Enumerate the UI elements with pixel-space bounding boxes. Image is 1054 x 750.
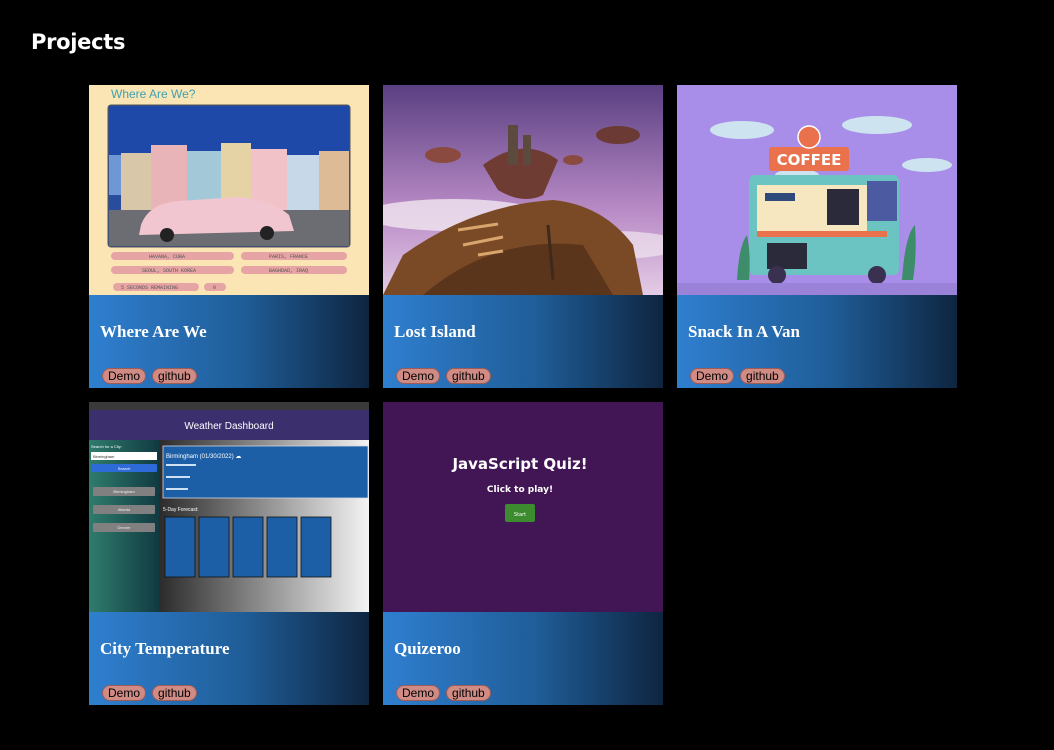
project-title: Snack In A Van bbox=[688, 322, 800, 341]
answer-option: SEOUL, SOUTH KOREA bbox=[142, 268, 196, 274]
github-button[interactable]: github bbox=[152, 685, 197, 701]
project-links: Demo github bbox=[690, 368, 785, 384]
quiz-subtitle: Click to play! bbox=[487, 485, 553, 495]
current-weather-heading: Birmingham (01/30/2022) ☁ bbox=[166, 454, 241, 460]
github-button[interactable]: github bbox=[152, 368, 197, 384]
projects-heading: Projects bbox=[31, 30, 126, 54]
project-links: Demo github bbox=[396, 368, 491, 384]
github-button[interactable]: github bbox=[446, 685, 491, 701]
project-links: Demo github bbox=[102, 368, 197, 384]
search-button: Search bbox=[118, 466, 131, 471]
demo-button[interactable]: Demo bbox=[690, 368, 735, 384]
project-title: Where Are We bbox=[100, 322, 207, 341]
project-info: City Temperature Demo github bbox=[89, 612, 369, 705]
project-thumbnail: JavaScript Quiz! Click to play! Start bbox=[383, 402, 663, 612]
project-card-lost-island: Lost Island Demo github bbox=[383, 85, 663, 388]
project-card-where-are-we: Where Are We? HAVANA, CUBA PARIS, FRANCE… bbox=[89, 85, 369, 388]
project-info: Quizeroo Demo github bbox=[383, 612, 663, 705]
score-label: 0 bbox=[213, 285, 216, 291]
project-thumbnail: Weather Dashboard Search for a City: Bir… bbox=[89, 402, 369, 612]
project-links: Demo github bbox=[396, 685, 491, 701]
history-item: Birmingham bbox=[113, 489, 135, 494]
project-info: Where Are We Demo github bbox=[89, 295, 369, 388]
game-title: Where Are We? bbox=[111, 87, 196, 101]
demo-button[interactable]: Demo bbox=[102, 685, 147, 701]
answer-option: BAGHDAD, IRAQ bbox=[269, 268, 308, 274]
timer-label: 5 SECONDS REMAINING bbox=[121, 285, 178, 291]
project-title: Lost Island bbox=[394, 322, 476, 341]
coffee-sign: COFFEE bbox=[777, 151, 842, 169]
search-label: Search for a City: bbox=[91, 444, 122, 449]
search-input: Birmingham bbox=[93, 454, 115, 459]
quiz-screenshot: JavaScript Quiz! Click to play! Start bbox=[383, 402, 663, 612]
project-thumbnail bbox=[383, 85, 663, 295]
project-thumbnail: Where Are We? HAVANA, CUBA PARIS, FRANCE… bbox=[89, 85, 369, 295]
weather-dashboard-screenshot: Weather Dashboard Search for a City: Bir… bbox=[89, 402, 369, 612]
demo-button[interactable]: Demo bbox=[396, 685, 441, 701]
quiz-title: JavaScript Quiz! bbox=[451, 455, 587, 473]
project-thumbnail: COFFEE bbox=[677, 85, 957, 295]
project-info: Snack In A Van Demo github bbox=[677, 295, 957, 388]
project-links: Demo github bbox=[102, 685, 197, 701]
where-are-we-screenshot: Where Are We? HAVANA, CUBA PARIS, FRANCE… bbox=[89, 85, 369, 295]
project-info: Lost Island Demo github bbox=[383, 295, 663, 388]
forecast-heading: 5-Day Forecast: bbox=[163, 507, 199, 513]
project-card-quizeroo: JavaScript Quiz! Click to play! Start Qu… bbox=[383, 402, 663, 705]
github-button[interactable]: github bbox=[446, 368, 491, 384]
history-item: Atlanta bbox=[118, 507, 131, 512]
project-title: City Temperature bbox=[100, 639, 230, 658]
github-button[interactable]: github bbox=[740, 368, 785, 384]
demo-button[interactable]: Demo bbox=[102, 368, 147, 384]
project-card-snack-in-a-van: COFFEE Snack In A Van Demo github bbox=[677, 85, 957, 388]
answer-option: PARIS, FRANCE bbox=[269, 254, 308, 260]
start-button: Start bbox=[514, 512, 526, 518]
weather-app-title: Weather Dashboard bbox=[184, 421, 273, 432]
project-title: Quizeroo bbox=[394, 639, 461, 658]
demo-button[interactable]: Demo bbox=[396, 368, 441, 384]
lost-island-screenshot bbox=[383, 85, 663, 295]
project-card-city-temperature: Weather Dashboard Search for a City: Bir… bbox=[89, 402, 369, 705]
history-item: Denver bbox=[118, 525, 132, 530]
answer-option: HAVANA, CUBA bbox=[149, 254, 185, 260]
snack-in-a-van-screenshot: COFFEE bbox=[677, 85, 957, 295]
